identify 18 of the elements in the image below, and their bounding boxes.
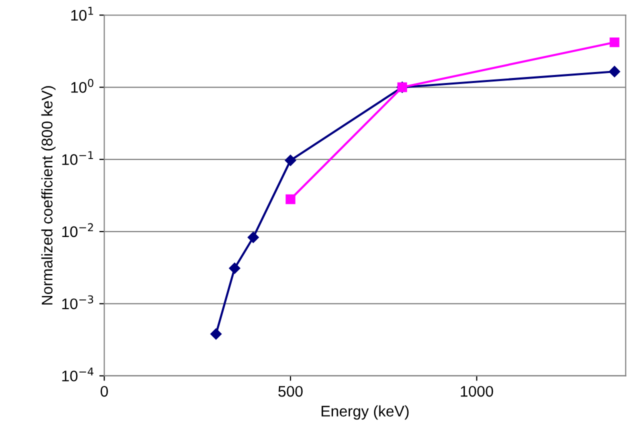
y-tick-label: 10$^{0}$ — [71, 78, 94, 93]
point — [608, 66, 620, 78]
y-tick-label: 10$^{−2}$ — [62, 223, 93, 238]
x-tick-label: 1000 — [460, 386, 494, 397]
x-axis-title: Energy (keV) — [322, 405, 409, 420]
point — [210, 328, 222, 340]
point — [248, 232, 259, 243]
point — [284, 154, 296, 166]
y-tick-label: 10$^{1}$ — [71, 6, 94, 21]
y-tick-label: 10$^{−1}$ — [62, 151, 94, 165]
y-tick-label: 10$^{−4}$ — [62, 368, 94, 382]
point — [286, 194, 296, 204]
y-tick-label: 10$^{−3}$ — [62, 295, 94, 310]
point — [229, 262, 240, 274]
x-tick-label: 500 — [278, 386, 303, 397]
x-tick-label: 0 — [100, 386, 108, 397]
point — [610, 37, 620, 48]
y-axis-title: Normalized coefficient (800 keV) — [41, 86, 56, 304]
